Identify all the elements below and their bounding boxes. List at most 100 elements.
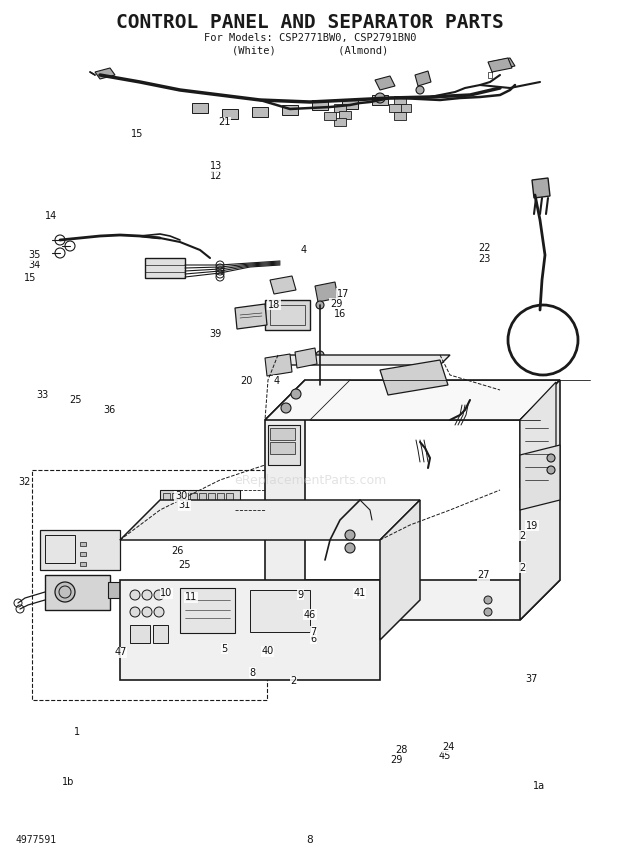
Polygon shape <box>380 360 448 395</box>
Polygon shape <box>268 425 300 465</box>
Circle shape <box>315 380 325 390</box>
Text: 14: 14 <box>45 211 57 221</box>
Polygon shape <box>95 68 115 79</box>
Text: 10: 10 <box>160 588 172 598</box>
Polygon shape <box>339 111 351 119</box>
Polygon shape <box>520 445 560 510</box>
Text: 27: 27 <box>477 570 490 580</box>
Text: For Models: CSP2771BW0, CSP2791BN0: For Models: CSP2771BW0, CSP2791BN0 <box>204 33 416 43</box>
Bar <box>108 582 126 598</box>
Text: 13: 13 <box>210 161 222 171</box>
Polygon shape <box>222 109 238 119</box>
Text: 41: 41 <box>353 588 366 598</box>
Text: 1a: 1a <box>533 781 546 791</box>
Polygon shape <box>265 354 292 376</box>
Polygon shape <box>389 104 401 112</box>
Circle shape <box>130 590 140 600</box>
Text: 28: 28 <box>396 745 408 755</box>
Text: 1b: 1b <box>62 777 74 788</box>
Polygon shape <box>399 104 411 112</box>
Text: 4: 4 <box>301 245 307 255</box>
Text: 2: 2 <box>519 531 525 541</box>
Text: (White)          (Almond): (White) (Almond) <box>232 45 388 55</box>
Bar <box>250 590 310 632</box>
Text: 12: 12 <box>210 171 222 181</box>
Polygon shape <box>145 258 185 278</box>
Polygon shape <box>312 100 328 110</box>
Text: 6: 6 <box>311 633 317 644</box>
Text: 4: 4 <box>273 376 280 386</box>
Bar <box>80 552 86 556</box>
Bar <box>217 493 224 507</box>
Polygon shape <box>334 104 346 112</box>
Circle shape <box>316 301 324 309</box>
Text: 29: 29 <box>391 755 403 765</box>
Circle shape <box>484 608 492 616</box>
Bar <box>181 493 188 507</box>
Polygon shape <box>334 118 346 126</box>
Polygon shape <box>342 99 358 109</box>
Polygon shape <box>295 348 317 368</box>
Polygon shape <box>265 300 310 330</box>
Polygon shape <box>235 304 267 329</box>
Circle shape <box>281 403 291 413</box>
Text: 8: 8 <box>307 835 313 845</box>
Bar <box>130 625 150 643</box>
Text: 19: 19 <box>526 520 538 531</box>
Text: 47: 47 <box>114 647 126 657</box>
Polygon shape <box>375 76 395 90</box>
Polygon shape <box>278 355 450 365</box>
Bar <box>226 493 233 507</box>
Bar <box>32 470 267 700</box>
Circle shape <box>345 543 355 553</box>
Polygon shape <box>282 105 298 115</box>
Circle shape <box>345 530 355 540</box>
Polygon shape <box>532 178 550 198</box>
Text: eReplacementParts.com: eReplacementParts.com <box>234 473 386 486</box>
Text: 46: 46 <box>304 609 316 620</box>
Text: 34: 34 <box>28 260 40 270</box>
Text: 22: 22 <box>479 243 491 253</box>
Circle shape <box>547 466 555 474</box>
Circle shape <box>316 351 324 359</box>
Text: 11: 11 <box>185 592 197 603</box>
Polygon shape <box>40 530 120 570</box>
Polygon shape <box>252 107 268 117</box>
Polygon shape <box>265 380 560 420</box>
Polygon shape <box>372 95 388 105</box>
Polygon shape <box>265 380 305 620</box>
Text: 7: 7 <box>311 627 317 637</box>
Circle shape <box>55 582 75 602</box>
Text: 18: 18 <box>268 300 280 310</box>
Text: 39: 39 <box>210 329 222 339</box>
Text: 32: 32 <box>19 477 31 487</box>
Text: 36: 36 <box>104 405 116 415</box>
Circle shape <box>291 389 301 399</box>
Bar <box>45 535 75 563</box>
Bar <box>163 493 170 507</box>
Polygon shape <box>415 71 431 86</box>
Text: 21: 21 <box>218 117 231 128</box>
Bar <box>180 588 235 633</box>
Polygon shape <box>394 112 406 120</box>
Polygon shape <box>304 384 323 402</box>
Polygon shape <box>120 500 420 540</box>
Polygon shape <box>265 580 560 620</box>
Text: 24: 24 <box>442 742 454 752</box>
Text: 15: 15 <box>131 129 144 140</box>
Polygon shape <box>520 382 556 488</box>
Polygon shape <box>120 580 380 680</box>
Bar <box>172 493 179 507</box>
Circle shape <box>142 607 152 617</box>
Circle shape <box>142 590 152 600</box>
Text: 16: 16 <box>334 309 346 319</box>
Text: 30: 30 <box>175 491 187 502</box>
Text: CONTROL PANEL AND SEPARATOR PARTS: CONTROL PANEL AND SEPARATOR PARTS <box>116 13 504 32</box>
Text: 29: 29 <box>330 299 342 309</box>
Bar <box>190 493 197 507</box>
Text: 31: 31 <box>179 500 191 510</box>
Polygon shape <box>315 282 338 302</box>
Bar <box>208 493 215 507</box>
Circle shape <box>154 607 164 617</box>
Text: 5: 5 <box>221 644 228 654</box>
